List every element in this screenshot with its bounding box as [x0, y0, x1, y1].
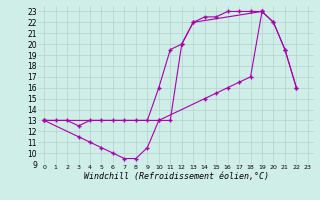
X-axis label: Windchill (Refroidissement éolien,°C): Windchill (Refroidissement éolien,°C): [84, 172, 268, 181]
